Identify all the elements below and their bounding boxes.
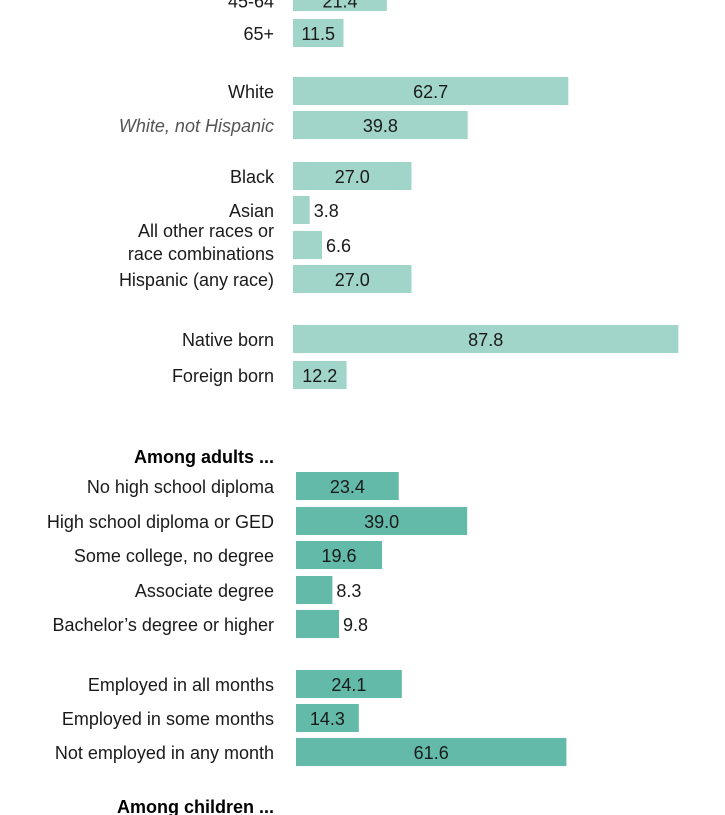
value-label-bachelor-s-degree-or-higher: 9.8: [343, 615, 368, 635]
category-label-some-college-no-degree: Some college, no degree: [74, 546, 274, 566]
category-label-not-employed-in-any-month: Not employed in any month: [55, 743, 274, 763]
bar-foreign-born: [293, 361, 347, 389]
category-label-native-born: Native born: [182, 330, 274, 350]
bar-black: [293, 162, 412, 190]
category-label-bachelor-s-degree-or-higher: Bachelor’s degree or higher: [53, 615, 274, 635]
bar-asian: [293, 196, 310, 224]
bar-not-employed-in-any-month: [296, 738, 567, 766]
bar-all-other-races-or-race-combinations: [293, 231, 322, 259]
category-label-line: race combinations: [128, 244, 274, 264]
value-label-high-school-diploma-or-ged: 39.0: [364, 512, 399, 532]
bar-hispanic-any-race: [293, 265, 412, 293]
value-label-foreign-born: 12.2: [302, 366, 337, 386]
bar-bachelor-s-degree-or-higher: [296, 610, 339, 638]
category-label-all-other-races-or-race-combinations: All other races or race combinations: [128, 221, 274, 264]
value-label-white-not-hispanic: 39.8: [363, 116, 398, 136]
value-label-white: 62.7: [413, 82, 448, 102]
value-label-black: 27.0: [335, 167, 370, 187]
category-label-white: White: [228, 82, 274, 102]
bar-employed-in-all-months: [296, 670, 402, 698]
category-label-employed-in-some-months: Employed in some months: [62, 709, 274, 729]
bar-65: [293, 19, 344, 47]
headings-layer: Among adults ... Among children ...: [117, 447, 274, 815]
value-label-65: 11.5: [301, 24, 335, 44]
heading-among-adults: Among adults ...: [134, 447, 274, 467]
category-label-asian: Asian: [229, 201, 274, 221]
bar-white: [293, 77, 569, 105]
value-label-employed-in-some-months: 14.3: [310, 709, 345, 729]
bar-no-high-school-diploma: [296, 472, 399, 500]
value-label-native-born: 87.8: [468, 330, 503, 350]
bars-layer: [293, 0, 679, 766]
category-label-high-school-diploma-or-ged: High school diploma or GED: [47, 512, 274, 532]
bar-high-school-diploma-or-ged: [296, 507, 468, 535]
bar-45-64: [293, 0, 387, 11]
category-label-line: All other races or: [138, 221, 274, 241]
category-label-black: Black: [230, 167, 275, 187]
category-label-hispanic-any-race: Hispanic (any race): [119, 270, 274, 290]
category-label-no-high-school-diploma: No high school diploma: [87, 477, 275, 497]
value-label-some-college-no-degree: 19.6: [321, 546, 356, 566]
value-label-asian: 3.8: [314, 201, 339, 221]
bar-associate-degree: [296, 576, 333, 604]
value-label-associate-degree: 8.3: [336, 581, 361, 601]
heading-among-children: Among children ...: [117, 797, 274, 815]
value-label-hispanic-any-race: 27.0: [335, 270, 370, 290]
value-label-all-other-races-or-race-combinations: 6.6: [326, 236, 351, 256]
labels-layer: 21.4 45-64 11.5 65+ 62.7 White 39.8 White, not …: [47, 0, 503, 763]
value-label-not-employed-in-any-month: 61.6: [414, 743, 449, 763]
bar-white-not-hispanic: [293, 111, 468, 139]
bar-employed-in-some-months: [296, 704, 359, 732]
value-label-employed-in-all-months: 24.1: [331, 675, 366, 695]
bar-some-college-no-degree: [296, 541, 382, 569]
category-label-employed-in-all-months: Employed in all months: [88, 675, 274, 695]
category-label-45-64: 45-64: [228, 0, 274, 12]
value-label-45-64: 21.4: [322, 0, 357, 12]
category-label-65: 65+: [243, 24, 274, 44]
category-label-white-not-hispanic: White, not Hispanic: [119, 116, 274, 136]
bar-native-born: [293, 325, 679, 353]
category-label-foreign-born: Foreign born: [172, 366, 274, 386]
category-label-associate-degree: Associate degree: [135, 581, 274, 601]
value-label-no-high-school-diploma: 23.4: [330, 477, 365, 497]
